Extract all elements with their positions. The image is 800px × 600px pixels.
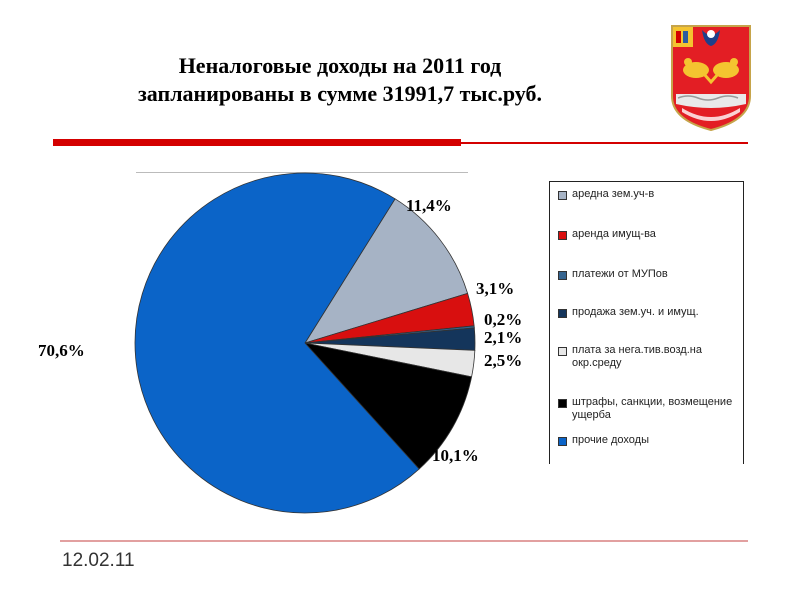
slice-data-label-5: 10,1% (432, 446, 479, 465)
slice-data-label-2: 0,2% (484, 310, 523, 329)
slice-data-label-4: 2,5% (484, 351, 523, 370)
legend-swatch-1 (558, 231, 567, 240)
legend-label-5: штрафы, санкции, возмещение ущерба (572, 396, 733, 421)
footer-divider (60, 540, 748, 542)
legend-label-1: аренда имущ-ва (572, 228, 656, 240)
slice-data-label-0: 11,4% (406, 196, 452, 215)
coat-of-arms-icon (671, 25, 751, 132)
slide-date: 12.02.11 (62, 550, 135, 571)
title-underline-line (461, 142, 748, 144)
title-line-2: запланированы в сумме 31991,7 тыс.руб. (137, 81, 543, 106)
slide-title: Неналоговые доходы на 2011 год запланиро… (60, 52, 620, 108)
pie-slice-6 (134, 172, 420, 514)
legend-swatch-4 (558, 347, 567, 356)
slice-data-label-6: 70,6% (38, 341, 85, 360)
title-line-1: Неналоговые доходы на 2011 год (178, 53, 502, 78)
legend-label-6: прочие доходы (572, 434, 649, 446)
legend-swatch-3 (558, 309, 567, 318)
legend-label-4: плата за нега.тив.возд.на окр.среду (572, 344, 702, 369)
legend-label-0: аредна зем.уч-в (572, 188, 655, 200)
chart-frame-edge (136, 172, 468, 173)
legend-label-2: платежи от МУПов (572, 268, 668, 280)
legend-swatch-0 (558, 191, 567, 200)
pie-slice-5 (303, 342, 473, 470)
slice-data-label-1: 3,1% (476, 279, 515, 298)
legend-swatch-6 (558, 437, 567, 446)
legend-label-3: продажа зем.уч. и имущ. (572, 306, 699, 318)
chart-legend: аредна зем.уч-в аренда имущ-ва платежи от … (549, 181, 744, 464)
legend-swatch-5 (558, 399, 567, 408)
title-underline-bar (53, 139, 461, 146)
pie-slice-0 (304, 198, 469, 344)
slice-data-label-3: 2,1% (484, 328, 523, 347)
legend-swatch-2 (558, 271, 567, 280)
